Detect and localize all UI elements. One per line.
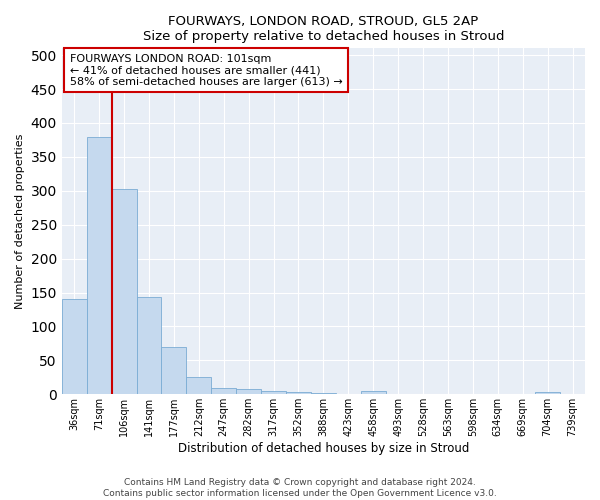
Bar (261, 391, 286, 394)
Bar (112, 189, 137, 394)
Bar (286, 392, 311, 394)
Text: Contains HM Land Registry data © Crown copyright and database right 2024.
Contai: Contains HM Land Registry data © Crown c… (103, 478, 497, 498)
Bar (161, 347, 187, 395)
Bar (62, 298, 87, 394)
Bar (535, 392, 560, 394)
Bar (311, 393, 336, 394)
Bar (187, 378, 211, 394)
Title: FOURWAYS, LONDON ROAD, STROUD, GL5 2AP
Size of property relative to detached hou: FOURWAYS, LONDON ROAD, STROUD, GL5 2AP S… (143, 15, 504, 43)
Bar (236, 389, 261, 394)
Bar (137, 296, 161, 394)
Bar (211, 388, 236, 394)
X-axis label: Distribution of detached houses by size in Stroud: Distribution of detached houses by size … (178, 442, 469, 455)
Bar (361, 391, 386, 394)
Y-axis label: Number of detached properties: Number of detached properties (15, 134, 25, 309)
Bar (87, 137, 112, 394)
Text: FOURWAYS LONDON ROAD: 101sqm
← 41% of detached houses are smaller (441)
58% of s: FOURWAYS LONDON ROAD: 101sqm ← 41% of de… (70, 54, 343, 86)
